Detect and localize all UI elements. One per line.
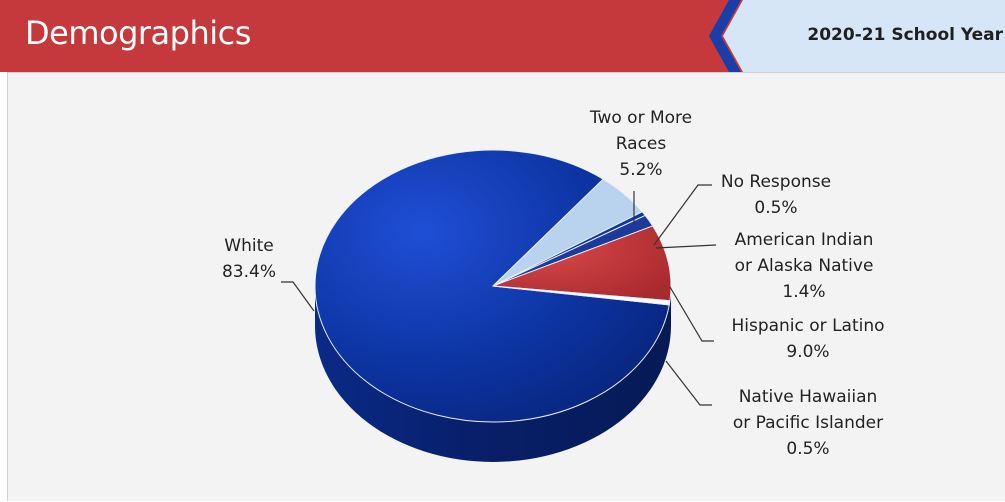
slice-value-label: 0.5% — [754, 198, 797, 218]
leader-line — [669, 286, 714, 342]
leader-line — [281, 281, 315, 312]
school-year-badge: 2020-21 School Year — [705, 0, 1005, 72]
slice-value-label: 9.0% — [786, 342, 829, 362]
slice-category-label: or Pacific Islander — [733, 413, 883, 433]
data-label: Native Hawaiian or Pacific Islander 0.5% — [665, 360, 883, 459]
slice-value-label: 0.5% — [786, 439, 829, 459]
slice-category-label: Two or More — [589, 108, 692, 128]
slice-category-label: Hispanic or Latino — [731, 316, 884, 336]
slice-category-label: White — [224, 236, 273, 256]
leader-line — [655, 244, 717, 249]
slice-category-label: or Alaska Native — [735, 256, 874, 276]
data-label: No Response 0.5% — [653, 172, 831, 246]
slice-category-label: American Indian — [735, 230, 874, 250]
leader-line — [665, 360, 712, 406]
data-label: Hispanic or Latino 9.0% — [669, 286, 885, 362]
header-bar: Demographics 2020-21 School Year — [0, 0, 1005, 72]
slice-category-label: Native Hawaiian — [739, 387, 878, 407]
slice-value-label: 1.4% — [782, 282, 825, 302]
chart-panel: White 83.4% Two or More Races 5.2% No Respons… — [7, 72, 1005, 501]
slice-category-label: No Response — [721, 172, 831, 192]
school-year-label: 2020-21 School Year — [807, 25, 1003, 45]
data-label: American Indian or Alaska Native 1.4% — [655, 230, 874, 302]
slice-category-label: Races — [616, 134, 667, 154]
page-title: Demographics — [25, 14, 251, 52]
slice-white — [314, 149, 670, 423]
data-label: White 83.4% — [222, 236, 315, 312]
slice-value-label: 5.2% — [619, 160, 662, 180]
slice-value-label: 83.4% — [222, 262, 276, 282]
pie-side — [315, 286, 671, 462]
data-label: Two or More Races 5.2% — [589, 108, 692, 224]
slice-native-hawaiian — [492, 285, 671, 306]
badge-chevron-icon — [705, 0, 1005, 72]
leader-line — [653, 184, 712, 246]
slice-hispanic — [492, 225, 672, 302]
